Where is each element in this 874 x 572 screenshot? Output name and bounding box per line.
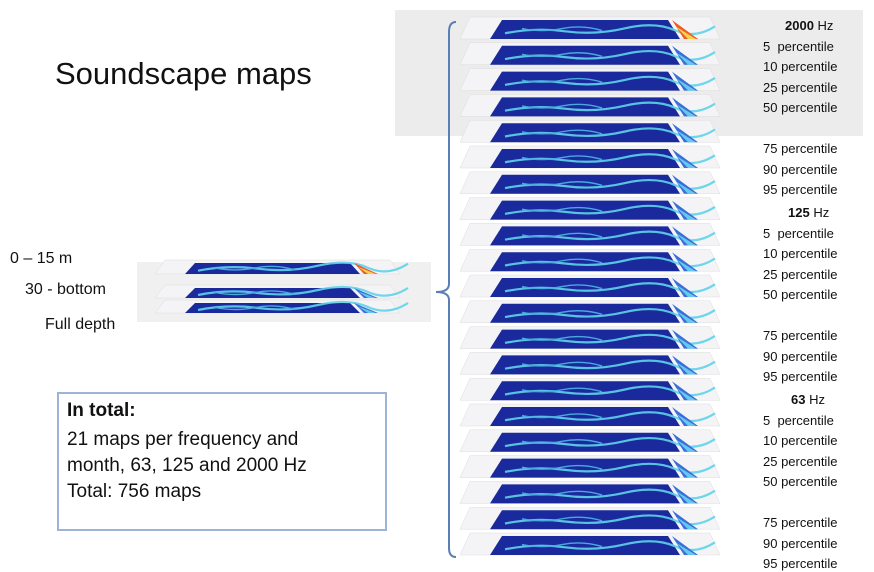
map-slice	[459, 42, 721, 66]
depth-map-slice	[154, 299, 409, 314]
percentile-label: 5 percentile	[763, 225, 834, 241]
summary-heading: In total:	[67, 400, 136, 421]
percentile-label: 50 percentile	[763, 287, 838, 303]
frequency-value: 63	[791, 392, 806, 407]
depth-map-slice	[154, 284, 409, 299]
percentile-label: 90 percentile	[763, 535, 838, 551]
map-slice	[459, 274, 721, 298]
frequency-unit: Hz	[809, 205, 830, 220]
map-slice	[459, 248, 721, 272]
map-slice	[459, 94, 721, 117]
summary-line: month, 63, 125 and 2000 Hz	[67, 455, 307, 476]
percentile-label: 25 percentile	[763, 453, 838, 469]
percentile-label: 10 percentile	[763, 59, 838, 75]
frequency-value: 125	[788, 205, 810, 220]
frequency-heading: 125 Hz	[788, 205, 829, 221]
map-slice	[459, 481, 721, 504]
map-slice	[459, 68, 721, 91]
map-slice	[459, 223, 721, 246]
map-slice	[459, 506, 721, 530]
percentile-label: 50 percentile	[763, 474, 838, 490]
summary-line: Total: 756 maps	[67, 481, 202, 502]
percentile-label: 5 percentile	[763, 38, 834, 54]
map-slice	[459, 377, 721, 401]
percentile-label: 75 percentile	[763, 328, 838, 343]
depth-label-surface: 0 – 15 m	[10, 250, 73, 267]
summary-line: 21 maps per frequency and	[67, 429, 299, 450]
map-slice	[459, 352, 721, 375]
percentile-label: 50 percentile	[763, 100, 838, 116]
depth-label-full: Full depth	[45, 316, 116, 333]
percentile-label: 75 percentile	[763, 515, 838, 530]
map-slice	[459, 455, 721, 478]
frequency-heading: 2000 Hz	[785, 18, 833, 34]
percentile-label: 5 percentile	[763, 412, 834, 428]
percentile-label: 90 percentile	[763, 161, 838, 177]
percentile-label: 95 percentile	[763, 556, 838, 572]
percentile-label: 10 percentile	[763, 246, 838, 262]
map-slice	[459, 403, 721, 427]
summary-box: In total: 21 maps per frequency and mont…	[57, 392, 387, 531]
map-slice	[459, 326, 721, 349]
percentile-label: 95 percentile	[763, 182, 838, 198]
percentile-label: 10 percentile	[763, 433, 838, 449]
frequency-unit: Hz	[813, 18, 834, 33]
percentile-label: 25 percentile	[763, 266, 838, 282]
map-slice	[459, 532, 721, 556]
percentile-label: 25 percentile	[763, 79, 838, 95]
depth-label-bottom: 30 - bottom	[25, 281, 106, 298]
frequency-value: 2000	[785, 18, 814, 33]
frequency-unit: Hz	[805, 392, 825, 407]
depth-map-slice	[154, 259, 409, 275]
map-slice	[459, 197, 721, 220]
map-slice	[459, 429, 721, 453]
map-slice	[459, 119, 721, 143]
page-title: Soundscape maps	[55, 56, 312, 91]
map-slice	[459, 16, 721, 40]
percentile-label: 95 percentile	[763, 369, 838, 385]
map-slice	[459, 145, 721, 169]
map-slice	[459, 171, 721, 195]
percentile-label: 75 percentile	[763, 141, 838, 156]
percentile-label: 90 percentile	[763, 348, 838, 364]
frequency-heading: 63 Hz	[791, 392, 825, 408]
map-slice	[459, 300, 721, 324]
